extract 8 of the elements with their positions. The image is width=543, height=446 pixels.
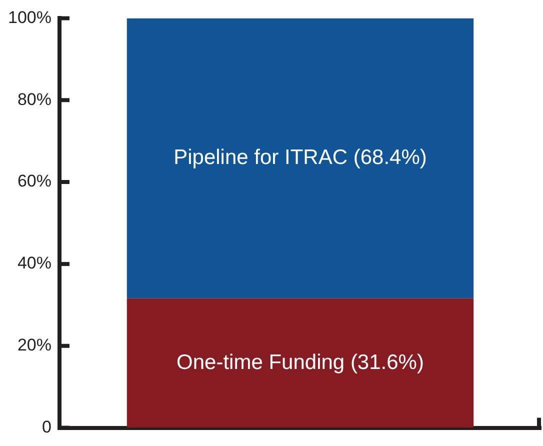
text: One-time Funding (31.6%) bbox=[176, 350, 424, 374]
y-tick-label: 0 bbox=[42, 417, 52, 436]
y-tick-label: 80% bbox=[17, 90, 52, 109]
y-tick-label: 60% bbox=[17, 172, 52, 191]
y-tick-label: 100% bbox=[8, 8, 52, 27]
y-tick-label: 20% bbox=[17, 336, 52, 355]
text: Pipeline for ITRAC (68.4%) bbox=[174, 146, 427, 170]
y-tick-label: 40% bbox=[17, 254, 52, 273]
